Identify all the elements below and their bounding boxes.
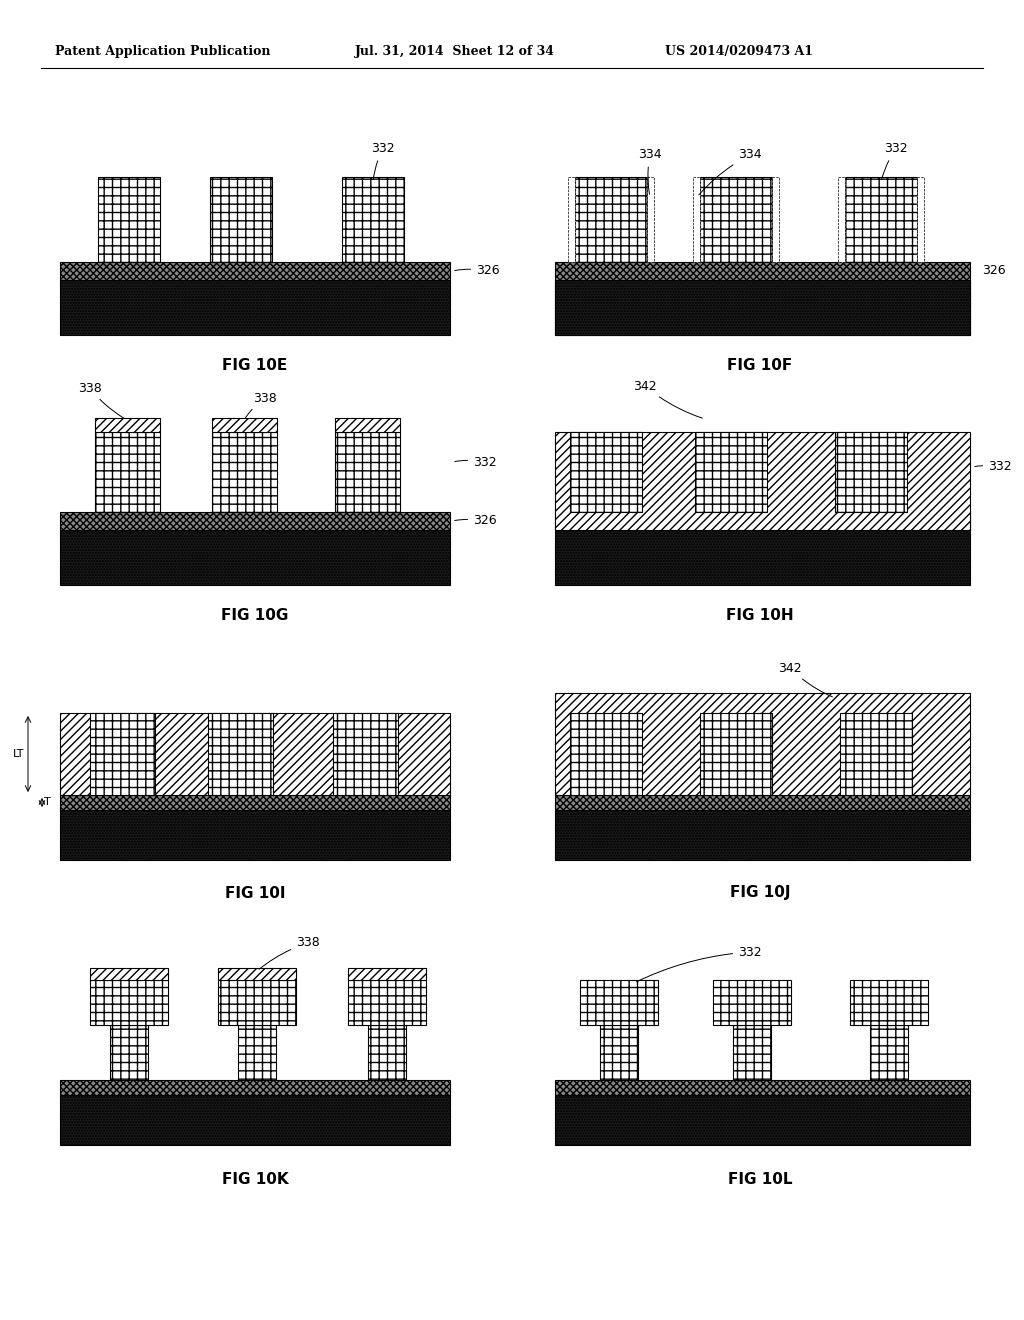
Text: 326: 326 bbox=[455, 264, 500, 277]
Bar bbox=[555, 432, 970, 531]
Text: FIG 10F: FIG 10F bbox=[727, 358, 793, 372]
Text: 342: 342 bbox=[778, 661, 833, 697]
Bar bbox=[335, 432, 400, 512]
Bar bbox=[555, 1080, 970, 1096]
Bar bbox=[647, 177, 654, 261]
Bar bbox=[342, 177, 404, 261]
Bar bbox=[95, 418, 160, 432]
Text: US 2014/0209473 A1: US 2014/0209473 A1 bbox=[665, 45, 813, 58]
Bar bbox=[713, 979, 791, 1026]
Bar bbox=[212, 432, 278, 512]
Bar bbox=[700, 713, 772, 795]
Text: 338: 338 bbox=[259, 936, 319, 969]
Bar bbox=[110, 1026, 148, 1080]
Text: T: T bbox=[44, 797, 51, 807]
Bar bbox=[60, 261, 450, 280]
Bar bbox=[348, 979, 426, 1026]
Text: FIG 10I: FIG 10I bbox=[224, 886, 286, 900]
Bar bbox=[850, 979, 928, 1026]
Text: FIG 10L: FIG 10L bbox=[728, 1172, 793, 1188]
Bar bbox=[208, 713, 273, 795]
Bar bbox=[333, 713, 398, 795]
Bar bbox=[90, 968, 168, 979]
Text: 326: 326 bbox=[982, 264, 1006, 277]
Text: 332: 332 bbox=[371, 143, 395, 180]
Bar bbox=[60, 280, 450, 335]
Bar bbox=[840, 713, 912, 795]
Bar bbox=[90, 713, 155, 795]
Bar bbox=[580, 979, 658, 1026]
Text: 332: 332 bbox=[637, 945, 762, 982]
Bar bbox=[555, 1096, 970, 1144]
Bar bbox=[845, 177, 918, 261]
Bar bbox=[555, 810, 970, 861]
Bar bbox=[555, 512, 970, 531]
Bar bbox=[772, 177, 779, 261]
Text: 326: 326 bbox=[455, 515, 497, 528]
Bar bbox=[210, 177, 272, 261]
Bar bbox=[212, 418, 278, 432]
Bar bbox=[98, 177, 160, 261]
Bar bbox=[60, 795, 450, 810]
Bar bbox=[218, 968, 296, 979]
Bar bbox=[335, 418, 400, 432]
Text: Jul. 31, 2014  Sheet 12 of 34: Jul. 31, 2014 Sheet 12 of 34 bbox=[355, 45, 555, 58]
Bar bbox=[600, 1026, 638, 1080]
Bar bbox=[700, 177, 772, 261]
Bar bbox=[555, 280, 970, 335]
Text: 334: 334 bbox=[638, 149, 662, 194]
Bar bbox=[835, 432, 907, 512]
Text: 338: 338 bbox=[246, 392, 276, 417]
Bar bbox=[368, 1026, 406, 1080]
Bar bbox=[90, 979, 168, 1026]
Bar bbox=[568, 177, 575, 261]
Bar bbox=[870, 1026, 908, 1080]
Bar bbox=[575, 177, 647, 261]
Bar bbox=[555, 280, 970, 335]
Bar bbox=[60, 713, 450, 795]
Bar bbox=[60, 531, 450, 585]
Bar bbox=[60, 810, 450, 861]
Text: FIG 10J: FIG 10J bbox=[730, 886, 791, 900]
Bar bbox=[555, 531, 970, 585]
Text: FIG 10E: FIG 10E bbox=[222, 358, 288, 372]
Text: 332: 332 bbox=[975, 461, 1012, 474]
Bar bbox=[570, 432, 642, 512]
Text: LT: LT bbox=[12, 748, 24, 759]
Text: 338: 338 bbox=[78, 381, 125, 418]
Bar bbox=[838, 177, 845, 261]
Text: FIG 10G: FIG 10G bbox=[221, 607, 289, 623]
Bar bbox=[60, 1080, 450, 1096]
Bar bbox=[693, 177, 700, 261]
Bar bbox=[60, 1096, 450, 1144]
Bar bbox=[218, 979, 296, 1026]
Bar bbox=[238, 1026, 276, 1080]
Bar bbox=[555, 795, 970, 810]
Bar bbox=[555, 693, 970, 795]
Bar bbox=[918, 177, 924, 261]
Text: Patent Application Publication: Patent Application Publication bbox=[55, 45, 270, 58]
Text: FIG 10K: FIG 10K bbox=[221, 1172, 289, 1188]
Text: 334: 334 bbox=[698, 149, 762, 195]
Bar bbox=[348, 968, 426, 979]
Bar bbox=[695, 432, 767, 512]
Bar bbox=[555, 261, 970, 280]
Bar bbox=[570, 713, 642, 795]
Text: 342: 342 bbox=[633, 380, 702, 418]
Text: 332: 332 bbox=[455, 455, 497, 469]
Bar bbox=[60, 512, 450, 531]
Bar bbox=[733, 1026, 771, 1080]
Text: 332: 332 bbox=[882, 143, 908, 180]
Bar bbox=[95, 432, 160, 512]
Text: FIG 10H: FIG 10H bbox=[726, 607, 794, 623]
